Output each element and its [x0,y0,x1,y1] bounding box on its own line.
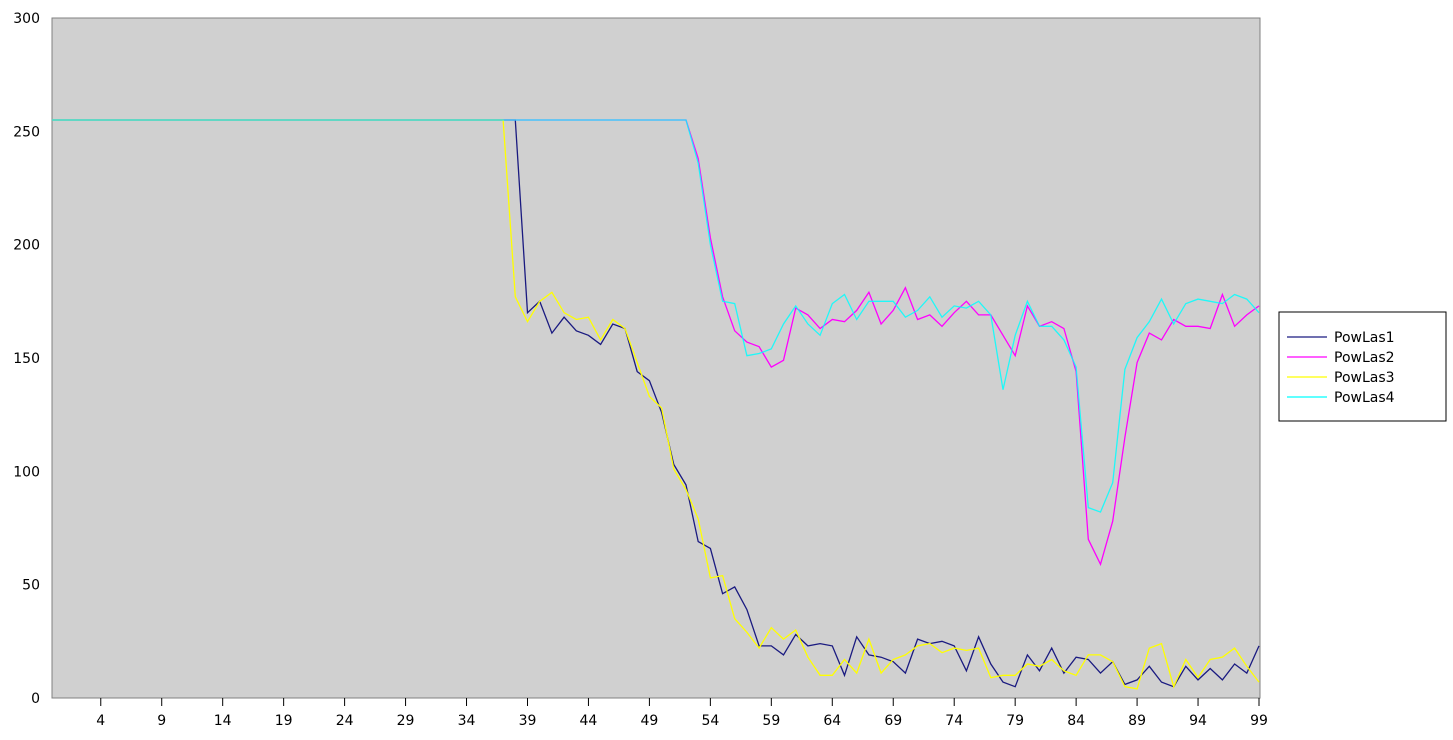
x-tick-label: 14 [214,713,232,729]
legend-label: PowLas2 [1334,350,1395,366]
x-tick-label: 54 [701,713,719,729]
x-tick-label: 79 [1006,713,1024,729]
y-tick-label: 100 [13,464,40,480]
x-tick-label: 19 [275,713,293,729]
x-axis: 4 9 14 19 24 29 34 39 44 49 54 59 64 69 74 79 84 89 94 99 [96,698,1268,729]
legend-box [1278,311,1447,422]
y-tick-label: 0 [31,691,40,707]
x-tick-label: 34 [458,713,476,729]
x-tick-label: 44 [580,713,598,729]
x-tick-label: 99 [1250,713,1268,729]
x-tick-label: 84 [1067,713,1085,729]
series-lines [52,119,1260,690]
x-tick-label: 49 [640,713,658,729]
x-tick-label: 89 [1128,713,1146,729]
x-tick-label: 24 [336,713,354,729]
y-tick-label: 250 [13,124,40,140]
legend: PowLas1 PowLas2 PowLas3 PowLas4 [1278,311,1447,422]
legend-label: PowLas1 [1334,330,1395,346]
series-line-powlas4 [52,119,1260,513]
x-tick-label: 69 [884,713,902,729]
x-tick-label: 64 [823,713,841,729]
y-tick-label: 50 [22,578,40,594]
legend-label: PowLas3 [1334,370,1395,386]
y-axis: 0 50 100 150 200 250 300 [13,11,40,707]
y-tick-label: 300 [13,11,40,27]
x-tick-label: 74 [945,713,963,729]
legend-label: PowLas4 [1334,390,1395,406]
y-tick-label: 150 [13,351,40,367]
x-tick-label: 9 [157,713,166,729]
plot-area [51,17,1261,699]
x-tick-label: 39 [519,713,537,729]
x-tick-label: 4 [96,713,105,729]
x-tick-label: 59 [762,713,780,729]
y-tick-label: 200 [13,238,40,254]
x-tick-label: 29 [397,713,415,729]
x-tick-label: 94 [1189,713,1207,729]
